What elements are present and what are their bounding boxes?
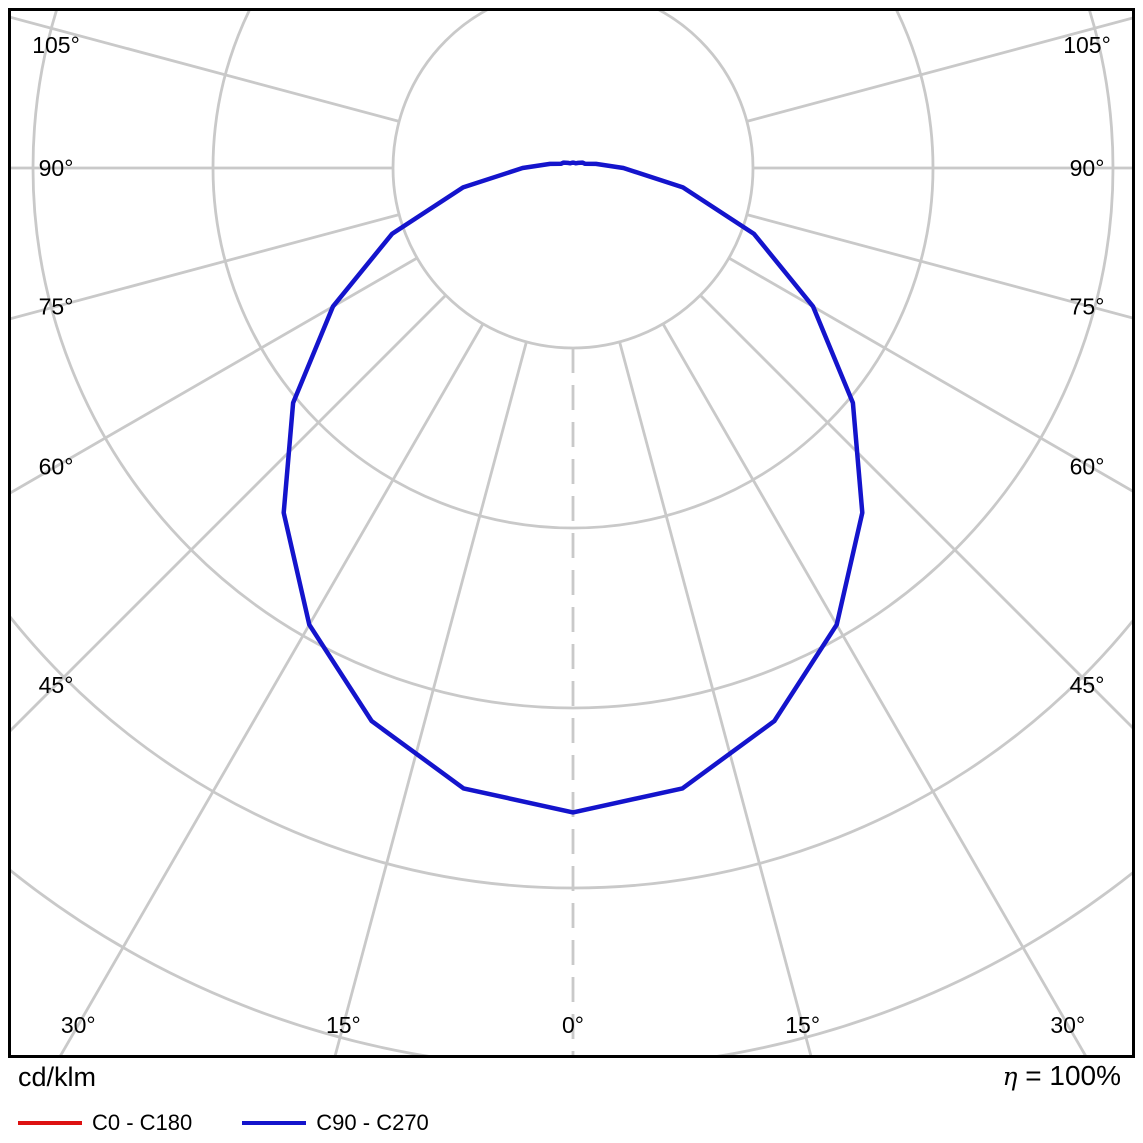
legend-line-c90-c270 bbox=[242, 1120, 307, 1126]
angle-label: 60° bbox=[1070, 453, 1105, 479]
polar-grid-and-curves: 0° 15° 15° 30° 30° 45° 45° 60° 60° 75° 75° 90° 90° 10… bbox=[11, 11, 1132, 1055]
legend-line-c0-c180 bbox=[18, 1121, 82, 1125]
eta-equals: = bbox=[1025, 1060, 1042, 1091]
angle-label: 75° bbox=[1070, 294, 1105, 320]
angle-label: 30° bbox=[1050, 1012, 1085, 1038]
angle-label: 15° bbox=[785, 1012, 820, 1038]
angle-label: 0° bbox=[562, 1012, 584, 1038]
unit-label: cd/klm bbox=[18, 1062, 97, 1092]
angle-label: 90° bbox=[39, 155, 74, 181]
legend-label-c0-c180: C0 - C180 bbox=[92, 1110, 193, 1135]
angle-label: 30° bbox=[61, 1012, 96, 1038]
polar-grid bbox=[11, 11, 1132, 1055]
angle-label: 75° bbox=[39, 294, 74, 320]
angle-label: 105° bbox=[1063, 32, 1111, 58]
curve-C90-C270 bbox=[281, 160, 865, 815]
eta-symbol: η bbox=[1002, 1062, 1018, 1091]
polar-plot-area: 0° 15° 15° 30° 30° 45° 45° 60° 60° 75° 75° 90° 90° 10… bbox=[8, 8, 1135, 1058]
chart-footer: cd/klm η = 100% C0 - C180 C90 - C270 bbox=[8, 1058, 1135, 1143]
angle-label: 45° bbox=[39, 672, 74, 698]
efficiency-readout: η = 100% bbox=[1002, 1060, 1121, 1092]
angle-label: 90° bbox=[1070, 155, 1105, 181]
eta-value: 100% bbox=[1049, 1060, 1121, 1091]
angle-label: 105° bbox=[32, 32, 80, 58]
legend-label-c90-c270: C90 - C270 bbox=[316, 1110, 429, 1135]
angle-labels: 0° 15° 15° 30° 30° 45° 45° 60° 60° 75° 75° 90° 90° 10… bbox=[32, 32, 1111, 1038]
angle-label: 15° bbox=[326, 1012, 361, 1038]
angle-label: 60° bbox=[39, 453, 74, 479]
legend: C0 - C180 C90 - C270 bbox=[18, 1110, 479, 1136]
angle-label: 45° bbox=[1070, 672, 1105, 698]
